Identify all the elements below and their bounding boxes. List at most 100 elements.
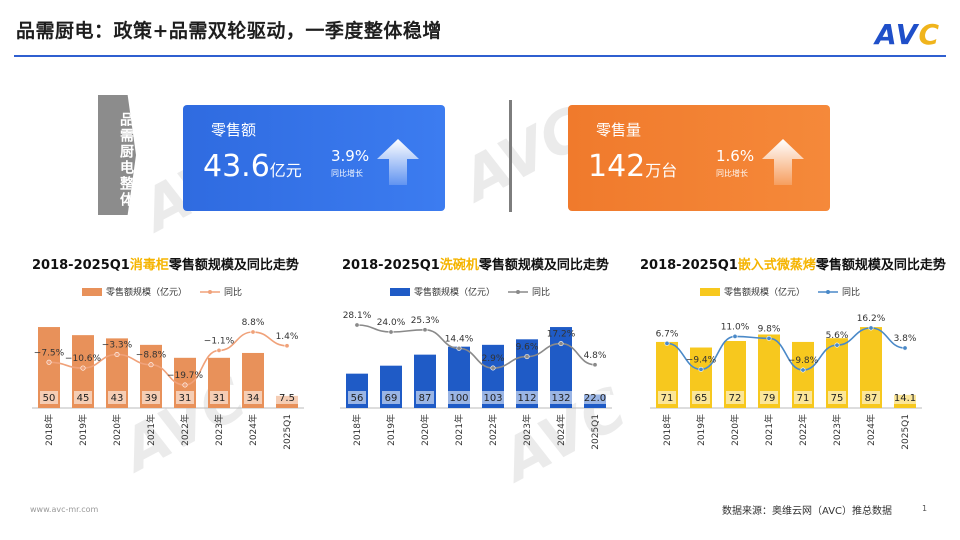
bar-value-label: 45 — [77, 393, 90, 404]
line-point — [664, 340, 670, 346]
line-point — [902, 345, 908, 351]
series-line-yoy — [48, 331, 288, 386]
bar-label-bg — [481, 391, 505, 404]
line-point — [354, 322, 360, 328]
kpi-label: 零售量 — [596, 121, 642, 139]
bar-label-bg — [176, 391, 194, 404]
side-tab: 品需厨电整体 — [98, 95, 136, 215]
x-tick-label: 2019年 — [385, 414, 397, 446]
bar-value-label: 87 — [865, 393, 878, 404]
line-point — [216, 347, 222, 353]
bar-label-bg — [416, 391, 434, 404]
line-point — [732, 333, 738, 339]
kpi-retail-sales: 零售额 43.6亿元 3.9% 同比增长 — [183, 105, 445, 211]
bar-value-label: 71 — [797, 393, 810, 404]
line-value-label: 24.0% — [377, 318, 406, 328]
bar-label-bg — [726, 391, 744, 404]
line-value-label: −9.8% — [788, 356, 819, 366]
line-value-label: 17.2% — [547, 330, 576, 340]
line-value-label: 28.1% — [343, 311, 372, 321]
bar-label-bg — [244, 391, 262, 404]
line-value-label: −19.7% — [167, 371, 204, 381]
x-tick-label: 2018年 — [661, 414, 673, 446]
kpi-growth: 3.9% — [331, 147, 370, 165]
line-value-label: 8.8% — [242, 318, 265, 328]
x-tick-label: 2025Q1 — [901, 414, 911, 450]
bar-value-label: 22.0 — [584, 393, 606, 404]
x-tick-label: 2020年 — [419, 414, 431, 446]
bar-label-bg — [275, 391, 299, 404]
line-point — [46, 359, 52, 365]
line-point — [182, 382, 188, 388]
line-point — [592, 362, 598, 368]
line-point — [114, 352, 120, 358]
bar-label-bg — [760, 391, 778, 404]
kpi-value: 43.6亿元 — [203, 149, 302, 184]
bar-value-label: 79 — [763, 393, 776, 404]
bar-label-bg — [348, 391, 366, 404]
x-tick-label: 2018年 — [43, 414, 55, 446]
x-tick-label: 2022年 — [487, 414, 499, 446]
line-value-label: 1.4% — [276, 332, 299, 342]
kpi-retail-volume: 零售量 142万台 1.6% 同比增长 — [568, 105, 830, 211]
chart-legend: 零售额规模（亿元） 同比 — [82, 286, 242, 298]
x-tick-label: 2022年 — [179, 414, 191, 446]
bar-value-label: 87 — [419, 393, 432, 404]
x-tick-label: 2020年 — [729, 414, 741, 446]
line-point — [422, 327, 428, 333]
bar — [860, 327, 882, 408]
line-point — [456, 345, 462, 351]
line-value-label: −8.8% — [136, 351, 167, 361]
line-value-label: 4.8% — [584, 351, 607, 361]
x-tick-label: 2021年 — [453, 414, 465, 446]
line-value-label: −9.4% — [686, 355, 717, 365]
legend-swatch-bar — [390, 288, 410, 296]
bar-value-label: 112 — [517, 393, 536, 404]
bar-value-label: 103 — [483, 393, 502, 404]
line-value-label: 9.8% — [758, 324, 781, 334]
line-point — [868, 325, 874, 331]
chart-legend: 零售额规模（亿元） 同比 — [700, 286, 860, 298]
bar-label-bg — [210, 391, 228, 404]
header-divider — [14, 55, 946, 57]
chart-title-dishwasher: 2018-2025Q1洗碗机零售额规模及同比走势 — [342, 258, 609, 273]
bar-value-label: 34 — [247, 393, 260, 404]
x-tick-label: 2019年 — [695, 414, 707, 446]
x-tick-label: 2019年 — [77, 414, 89, 446]
bar-label-bg — [74, 391, 92, 404]
chart-dishwasher: 零售额规模（亿元） 同比 56 2018年 69 2019年 87 2020年 100 2021年… — [340, 286, 612, 450]
line-point — [524, 354, 530, 360]
bar-label-bg — [658, 391, 676, 404]
chart-title-steam-oven: 2018-2025Q1嵌入式微蒸烤零售额规模及同比走势 — [640, 258, 946, 273]
bar-label-bg — [828, 391, 846, 404]
line-value-label: 25.3% — [411, 316, 440, 326]
bar — [826, 338, 848, 408]
line-value-label: 3.8% — [894, 334, 917, 344]
line-value-label: 9.6% — [516, 343, 539, 353]
kpi-divider — [509, 100, 512, 212]
chart-title-sterilizer: 2018-2025Q1消毒柜零售额规模及同比走势 — [32, 258, 299, 273]
legend-label-bar: 零售额规模（亿元） — [414, 286, 495, 298]
kpi-value: 142万台 — [588, 149, 678, 184]
bar-value-label: 132 — [551, 393, 570, 404]
kpi-label: 零售额 — [211, 121, 257, 139]
bar-label-bg — [108, 391, 126, 404]
line-value-label: −3.3% — [102, 341, 133, 351]
bar-label-bg — [382, 391, 400, 404]
bar-label-bg — [862, 391, 880, 404]
bar-value-label: 43 — [111, 393, 124, 404]
bar-value-label: 14.1 — [894, 393, 916, 404]
bar-value-label: 7.5 — [279, 393, 295, 404]
bar — [758, 334, 780, 408]
chart-steam-oven: 零售额规模（亿元） 同比 71 2018年 65 2019年 72 2020年 79 2021年 7… — [650, 286, 922, 450]
legend-swatch-bar — [700, 288, 720, 296]
x-tick-label: 2024年 — [865, 414, 877, 446]
bar-label-bg — [890, 391, 920, 404]
line-point — [284, 343, 290, 349]
kpi-growth: 1.6% — [716, 147, 755, 165]
footer-url: www.avc-mr.com — [30, 505, 99, 514]
line-value-label: −7.5% — [34, 348, 65, 358]
x-tick-label: 2023年 — [831, 414, 843, 446]
line-point — [800, 367, 806, 373]
x-tick-label: 2023年 — [521, 414, 533, 446]
